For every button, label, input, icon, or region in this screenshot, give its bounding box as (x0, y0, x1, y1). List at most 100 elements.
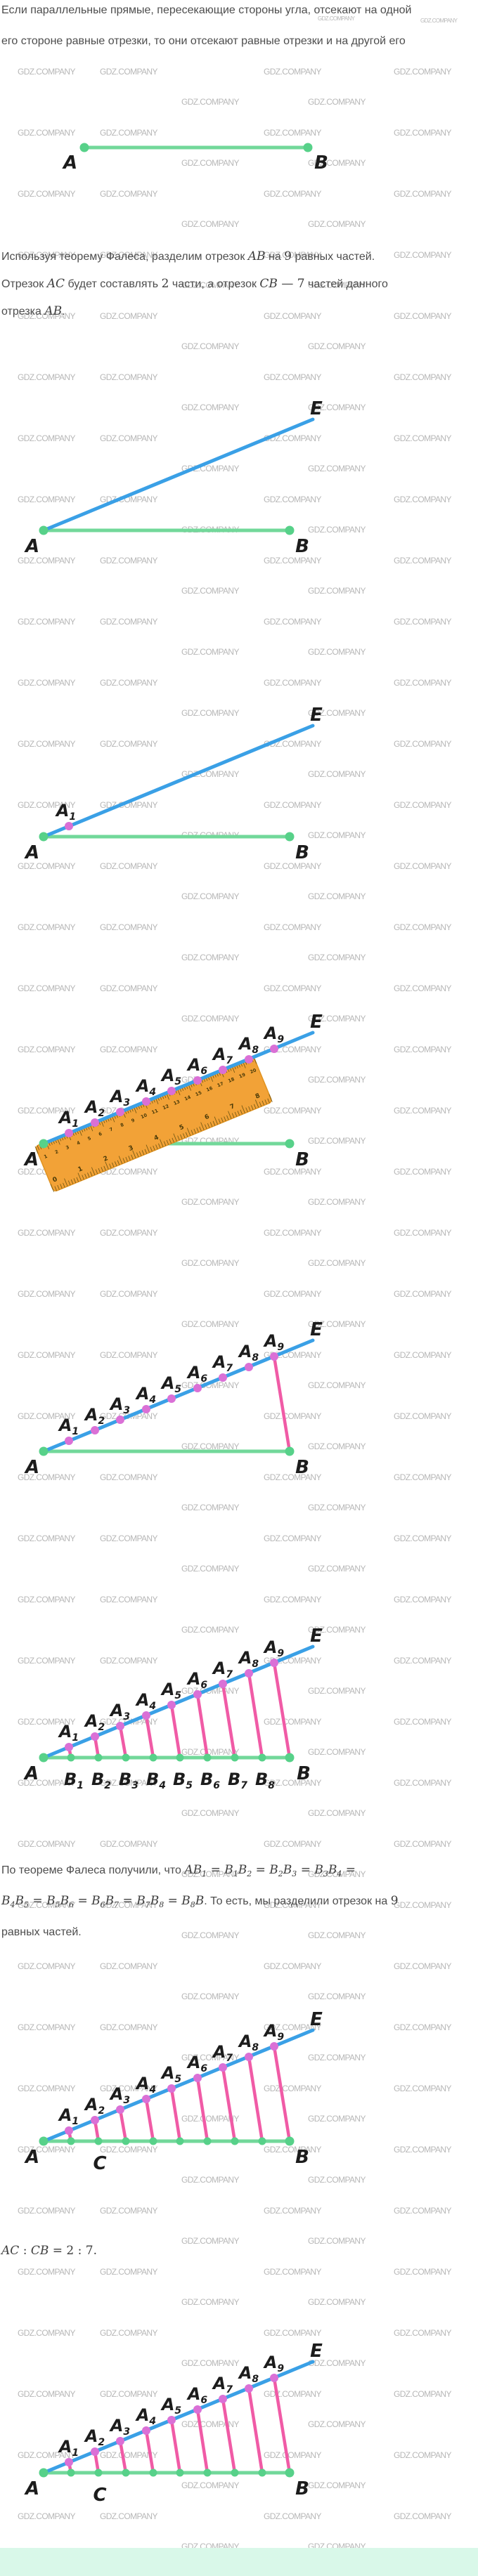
point-dot (39, 832, 49, 842)
watermark-text: GDZ.COMPANY (308, 586, 366, 596)
watermark-text: GDZ.COMPANY (100, 617, 157, 627)
watermark-text: GDZ.COMPANY (308, 953, 366, 962)
watermark-text: GDZ.COMPANY (100, 1289, 157, 1299)
math-var: AB (247, 249, 266, 263)
watermark-text: GDZ.COMPANY (100, 1472, 157, 1482)
watermark-text: GDZ.COMPANY (181, 953, 239, 962)
ruler-tick (267, 1098, 270, 1104)
watermark-text: GDZ.COMPANY (394, 1961, 451, 1971)
point-dot (39, 1139, 49, 1149)
watermark-text: GDZ.COMPANY (394, 1045, 451, 1054)
ray-AE-line (41, 724, 315, 839)
ruler-number: 18 (227, 1076, 235, 1084)
math-var: B (1, 1894, 11, 1908)
watermark-text: GDZ.COMPANY (18, 67, 75, 77)
watermark-text: GDZ.COMPANY (181, 1014, 239, 1024)
ruler-tick (101, 1167, 103, 1172)
watermark-text: GDZ.COMPANY (181, 2236, 239, 2246)
ruler-number: 12 (162, 1104, 169, 1111)
watermark-text: GDZ.COMPANY (308, 1747, 366, 1757)
math-var: B (283, 1863, 292, 1877)
watermark-text: GDZ.COMPANY (100, 311, 157, 321)
watermark-text: GDZ.COMPANY (100, 1228, 157, 1238)
watermark-text: GDZ.COMPANY (394, 922, 451, 932)
watermark-text: GDZ.COMPANY (181, 1441, 239, 1451)
watermark-text: GDZ.COMPANY (264, 1472, 321, 1482)
ruler-tick (64, 1178, 68, 1186)
watermark-text: GDZ.COMPANY (18, 1106, 75, 1116)
point-dot (116, 1416, 124, 1424)
watermark-text: GDZ.COMPANY (181, 2419, 239, 2429)
ruler-number: 9 (131, 1117, 136, 1123)
math-num: = (119, 1894, 137, 1908)
watermark-text: GDZ.COMPANY (100, 1045, 157, 1054)
ruler-tick (37, 1145, 40, 1151)
ruler-number: 4 (153, 1135, 160, 1143)
watermark-text: GDZ.COMPANY (308, 2053, 366, 2062)
watermark-text: GDZ.COMPANY (308, 647, 366, 657)
watermark-text: GDZ.COMPANY (18, 1472, 75, 1482)
label-A5: A5 (160, 1373, 182, 1395)
watermark-text: GDZ.COMPANY (308, 708, 366, 718)
ruler-tick (91, 1167, 96, 1175)
label-A: A (62, 152, 77, 174)
math-num: = (207, 1863, 225, 1877)
math-num: = (74, 1894, 92, 1908)
watermark-text: GDZ.COMPANY (181, 586, 239, 596)
math-var: B (60, 1894, 70, 1908)
watermark-text: GDZ.COMPANY (308, 1503, 366, 1512)
watermark-text: GDZ.COMPANY (394, 1534, 451, 1543)
ruler-number: 2 (54, 1149, 59, 1155)
footer-band (0, 2548, 478, 2576)
watermark-text: GDZ.COMPANY (100, 2267, 157, 2277)
watermark-text: GDZ.COMPANY (308, 464, 366, 473)
ruler-number: 0 (52, 1176, 59, 1184)
paragraph-intro: Если параллельные прямые, пересекающие с… (1, 0, 411, 57)
watermark-text: GDZ.COMPANY (181, 1625, 239, 1635)
ruler-tick (150, 1146, 153, 1152)
point-dot (94, 2469, 103, 2477)
watermark-text: GDZ.COMPANY (394, 1472, 451, 1482)
watermark-text: GDZ.COMPANY (18, 128, 75, 138)
point-dot (39, 1446, 49, 1456)
ruler-tick (172, 1137, 174, 1143)
watermark-text: GDZ.COMPANY (264, 2267, 321, 2277)
watermark-text: GDZ.COMPANY (394, 433, 451, 443)
watermark-text: GDZ.COMPANY (18, 250, 75, 260)
point-dot (203, 2469, 212, 2477)
point-dot (67, 1753, 75, 1762)
watermark-text: GDZ.COMPANY (264, 495, 321, 504)
watermark-text: GDZ.COMPANY (308, 341, 366, 351)
watermark-text: GDZ.COMPANY (264, 1106, 321, 1116)
ruler-tick (125, 1156, 128, 1162)
watermark-text: GDZ.COMPANY (264, 1778, 321, 1788)
ruler-tick (190, 1130, 194, 1135)
label-C: C (93, 2485, 106, 2506)
ruler-number: 6 (204, 1113, 211, 1122)
parallel-line (144, 2428, 155, 2475)
label-E: E (310, 1319, 323, 1340)
watermark-text: GDZ.COMPANY (308, 158, 366, 168)
watermark-text: GDZ.COMPANY (181, 158, 239, 168)
parallel-line (144, 1713, 155, 1760)
point-dot (149, 2469, 157, 2477)
watermark-text: GDZ.COMPANY (308, 1992, 366, 2001)
parallel-line (195, 2407, 209, 2475)
watermark-text: GDZ.COMPANY (264, 1839, 321, 1849)
point-dot (231, 2469, 239, 2477)
ruler-tick (234, 1111, 238, 1117)
watermark-text: GDZ.COMPANY (100, 1839, 157, 1849)
watermark-text: GDZ.COMPANY (394, 189, 451, 199)
point-dot (142, 2426, 150, 2435)
point-dot (245, 1669, 253, 1678)
parallel-line (247, 2386, 264, 2475)
watermark-text: GDZ.COMPANY (394, 1228, 451, 1238)
text-line: AC : CB = 2 : 7. (1, 2237, 97, 2265)
watermark-text: GDZ.COMPANY (264, 2084, 321, 2093)
watermark-text: GDZ.COMPANY (264, 67, 321, 77)
watermark-text: GDZ.COMPANY (394, 372, 451, 382)
point-dot (65, 2126, 73, 2135)
point-dot (193, 1690, 202, 1699)
point-dot (65, 1437, 73, 1445)
